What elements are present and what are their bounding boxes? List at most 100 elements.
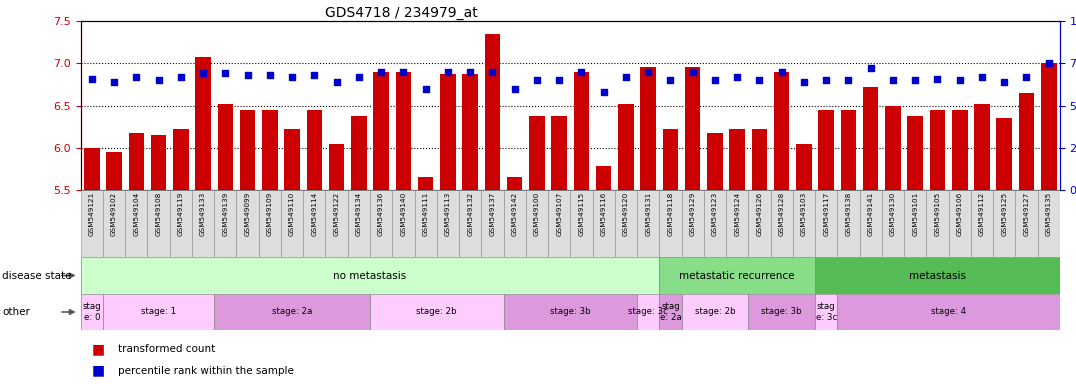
Bar (974, 104, 990, 384)
Text: GSM549127: GSM549127 (1023, 192, 1030, 236)
Point (884, 77, 902, 83)
Text: metastasis: metastasis (909, 270, 966, 281)
Point (706, 77, 723, 83)
Text: GSM549106: GSM549106 (957, 192, 963, 236)
Point (907, 77, 924, 83)
Bar (593, 190, 614, 257)
Bar (81, 190, 103, 257)
Bar (907, 116, 923, 384)
Text: stage: 4: stage: 4 (931, 308, 966, 316)
Bar (971, 190, 993, 257)
Text: GSM549115: GSM549115 (579, 192, 584, 236)
Text: GSM549129: GSM549129 (690, 192, 696, 236)
Bar (484, 34, 500, 384)
Bar (459, 190, 481, 257)
Bar (481, 190, 504, 257)
Bar (774, 72, 790, 384)
Bar (730, 129, 745, 384)
Point (618, 74, 635, 80)
Text: GSM549107: GSM549107 (556, 192, 562, 236)
Bar (147, 190, 170, 257)
Bar (217, 104, 233, 384)
Text: GSM549128: GSM549128 (779, 192, 784, 236)
Text: GSM549103: GSM549103 (801, 192, 807, 236)
Point (795, 79, 812, 85)
Text: stag
e: 2a: stag e: 2a (660, 302, 681, 322)
Point (840, 77, 858, 83)
Text: percentile rank within the sample: percentile rank within the sample (118, 366, 294, 376)
Bar (840, 110, 856, 384)
Bar (125, 190, 147, 257)
Bar (173, 129, 188, 384)
Text: ■: ■ (91, 342, 104, 356)
Text: GSM549111: GSM549111 (423, 192, 428, 236)
Bar (816, 190, 837, 257)
Bar (663, 129, 678, 384)
Text: stag
e: 0: stag e: 0 (83, 302, 101, 322)
Text: GSM549133: GSM549133 (200, 192, 207, 236)
Point (751, 77, 768, 83)
Bar (81, 294, 103, 330)
Bar (393, 190, 414, 257)
Text: GSM549132: GSM549132 (467, 192, 473, 236)
Bar (103, 190, 125, 257)
Point (83, 76, 100, 82)
Text: GDS4718 / 234979_at: GDS4718 / 234979_at (325, 6, 478, 20)
Point (372, 69, 390, 75)
Bar (882, 190, 904, 257)
Bar (258, 190, 281, 257)
Bar (748, 294, 816, 330)
Bar (1037, 190, 1060, 257)
Bar (1019, 93, 1034, 384)
Bar (614, 190, 637, 257)
Bar (993, 190, 1016, 257)
Point (395, 69, 412, 75)
Bar (637, 190, 660, 257)
Text: GSM549120: GSM549120 (623, 192, 628, 236)
Bar (504, 294, 637, 330)
Text: stage: 2a: stage: 2a (272, 308, 312, 316)
Text: stage: 2b: stage: 2b (416, 308, 457, 316)
Bar (860, 190, 882, 257)
Bar (303, 190, 325, 257)
Point (351, 74, 368, 80)
Bar (952, 110, 967, 384)
Bar (660, 190, 681, 257)
Point (818, 77, 835, 83)
Bar (325, 190, 348, 257)
Bar (507, 177, 523, 384)
Bar (704, 190, 726, 257)
Bar (660, 294, 681, 330)
Point (662, 77, 679, 83)
Bar (440, 74, 455, 384)
Bar (748, 190, 770, 257)
Text: GSM549134: GSM549134 (356, 192, 362, 236)
Bar (417, 177, 434, 384)
Bar (107, 152, 122, 384)
Text: GSM549130: GSM549130 (890, 192, 896, 236)
Bar (681, 190, 704, 257)
Text: GSM549140: GSM549140 (400, 192, 407, 236)
Bar (640, 67, 656, 384)
Point (484, 69, 501, 75)
Bar (529, 116, 544, 384)
Bar (240, 110, 255, 384)
Text: GSM549101: GSM549101 (912, 192, 918, 236)
Bar (504, 190, 526, 257)
Bar (837, 190, 860, 257)
Bar (752, 129, 767, 384)
Bar (151, 135, 167, 384)
Text: GSM549117: GSM549117 (823, 192, 830, 236)
Point (283, 74, 300, 80)
Bar (170, 190, 192, 257)
Text: GSM549118: GSM549118 (667, 192, 674, 236)
Bar (551, 116, 567, 384)
Point (306, 72, 323, 78)
Text: GSM549099: GSM549099 (244, 192, 251, 236)
Bar (793, 190, 816, 257)
Bar (904, 190, 926, 257)
Text: GSM549112: GSM549112 (979, 192, 985, 236)
Bar (596, 166, 611, 384)
Bar (373, 72, 388, 384)
Bar (214, 190, 237, 257)
